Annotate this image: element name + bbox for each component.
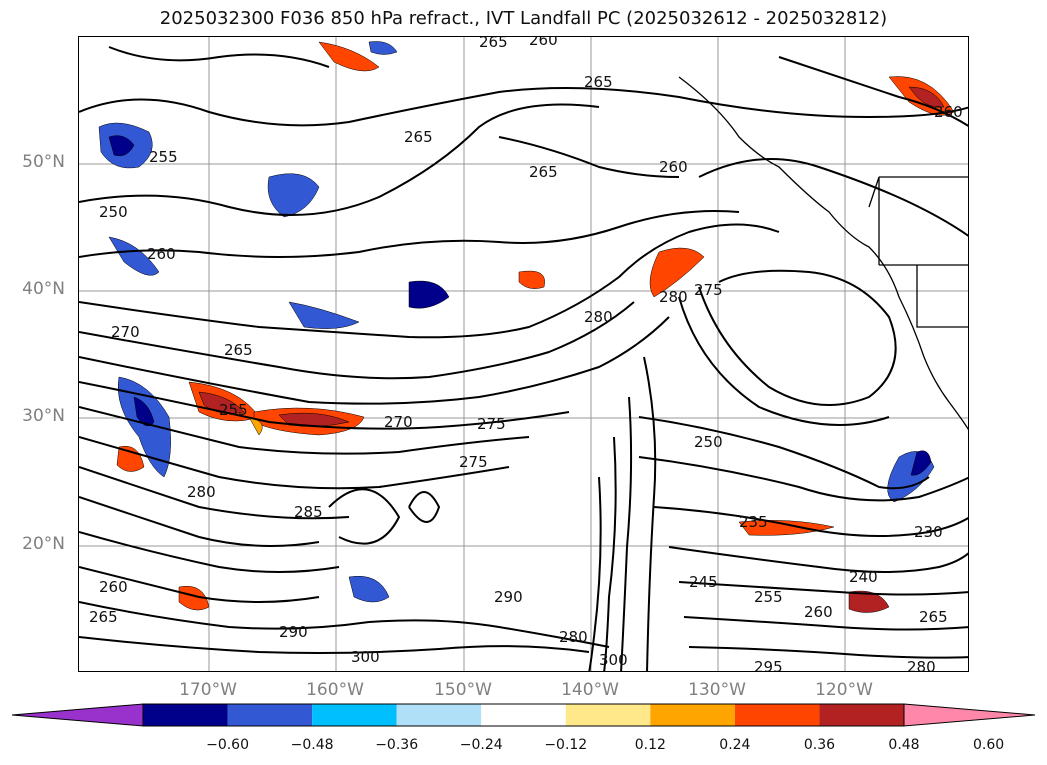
- longitude-label: 170°W: [179, 680, 237, 700]
- isoline-label: 250: [99, 203, 128, 221]
- isoline-label: 230: [914, 523, 943, 541]
- longitude-label: 140°W: [561, 680, 619, 700]
- isoline-label: 240: [849, 568, 878, 586]
- isoline-label: 295: [754, 658, 783, 672]
- longitude-label: 130°W: [688, 680, 746, 700]
- refractivity-anomaly-fill: [98, 41, 955, 613]
- isolines: [79, 46, 968, 671]
- colorbar-segments: [11, 703, 1036, 727]
- latitude-label: 40°N: [22, 279, 65, 299]
- latitude-label: 30°N: [22, 406, 65, 426]
- map-canvas: 265 260 255 250 260 265 265 260 265 280 …: [79, 37, 968, 672]
- isoline-label: 290: [279, 623, 308, 641]
- colorbar-extend-min: [11, 703, 144, 727]
- longitude-label: 150°W: [434, 680, 492, 700]
- isoline-labels: 265 260 255 250 260 265 265 260 265 280 …: [89, 37, 963, 672]
- colorbar-tick-label: 0.48: [888, 737, 920, 753]
- isoline-label: 260: [934, 103, 963, 121]
- colorbar-segment: [312, 704, 397, 726]
- colorbar-segment: [565, 704, 651, 726]
- colorbar-segment: [650, 704, 735, 726]
- isoline-label: 275: [459, 453, 488, 471]
- colorbar-segment: [734, 704, 820, 726]
- colorbar-tick-label: 0.24: [719, 737, 751, 753]
- isoline-label: 260: [659, 158, 688, 176]
- isoline-label: 235: [739, 513, 768, 531]
- isoline-label: 270: [384, 413, 413, 431]
- graticule: [79, 37, 968, 671]
- isoline-label: 255: [754, 588, 783, 606]
- isoline-label: 250: [694, 433, 723, 451]
- isoline-label: 280: [659, 288, 688, 306]
- colorbar-tick-label: 0.12: [634, 737, 666, 753]
- latitude-label: 50°N: [22, 152, 65, 172]
- colorbar-tick-label: −0.24: [459, 737, 503, 753]
- colorbar-tick-label: −0.60: [206, 737, 249, 753]
- colorbar-tick-label: 0.36: [803, 737, 836, 753]
- isoline-label: 260: [99, 578, 128, 596]
- colorbar-tick-label: −0.12: [544, 737, 588, 753]
- isoline-label: 245: [689, 573, 718, 591]
- isoline-label: 290: [494, 588, 523, 606]
- latitude-label: 20°N: [22, 534, 65, 554]
- isoline-label: 280: [187, 483, 216, 501]
- colorbar-tick-label: 0.60: [972, 737, 1005, 753]
- isoline-label: 265: [404, 128, 433, 146]
- longitude-label: 160°W: [306, 680, 364, 700]
- colorbar-extend-max: [903, 703, 1036, 727]
- isoline-label: 300: [599, 651, 628, 669]
- isoline-label: 265: [584, 73, 613, 91]
- isoline-label: 280: [584, 308, 613, 326]
- colorbar-tick-label: −0.48: [290, 737, 334, 753]
- page-title: 2025032300 F036 850 hPa refract., IVT La…: [159, 8, 888, 29]
- isoline-label: 275: [477, 415, 506, 433]
- isoline-label: 285: [294, 503, 323, 521]
- colorbar-segment: [227, 704, 313, 726]
- isoline-label: 265: [529, 163, 558, 181]
- isoline-label: 275: [694, 281, 723, 299]
- isoline-label: 265: [89, 608, 118, 626]
- colorbar-segment: [819, 704, 904, 726]
- isoline-label: 265: [224, 341, 253, 359]
- coastline: [678, 76, 968, 430]
- colorbar: [11, 703, 1036, 727]
- isoline-label: 260: [529, 37, 558, 49]
- isoline-label: 265: [919, 608, 948, 626]
- isoline-label: 270: [111, 323, 140, 341]
- isoline-label: 260: [804, 603, 833, 621]
- longitude-label: 120°W: [815, 680, 873, 700]
- map-panel: 265 260 255 250 260 265 265 260 265 280 …: [78, 36, 969, 672]
- isoline-label: 255: [149, 148, 178, 166]
- colorbar-segment: [143, 704, 228, 726]
- colorbar-tick-label: −0.36: [375, 737, 419, 753]
- isoline-label: 255: [219, 401, 248, 419]
- colorbar-segment: [481, 704, 566, 726]
- isoline-label: 280: [559, 628, 588, 646]
- isoline-label: 280: [907, 658, 936, 672]
- isoline-label: 300: [351, 648, 380, 666]
- isoline-label: 260: [147, 245, 176, 263]
- isoline-label: 265: [479, 37, 508, 51]
- colorbar-segment: [396, 704, 482, 726]
